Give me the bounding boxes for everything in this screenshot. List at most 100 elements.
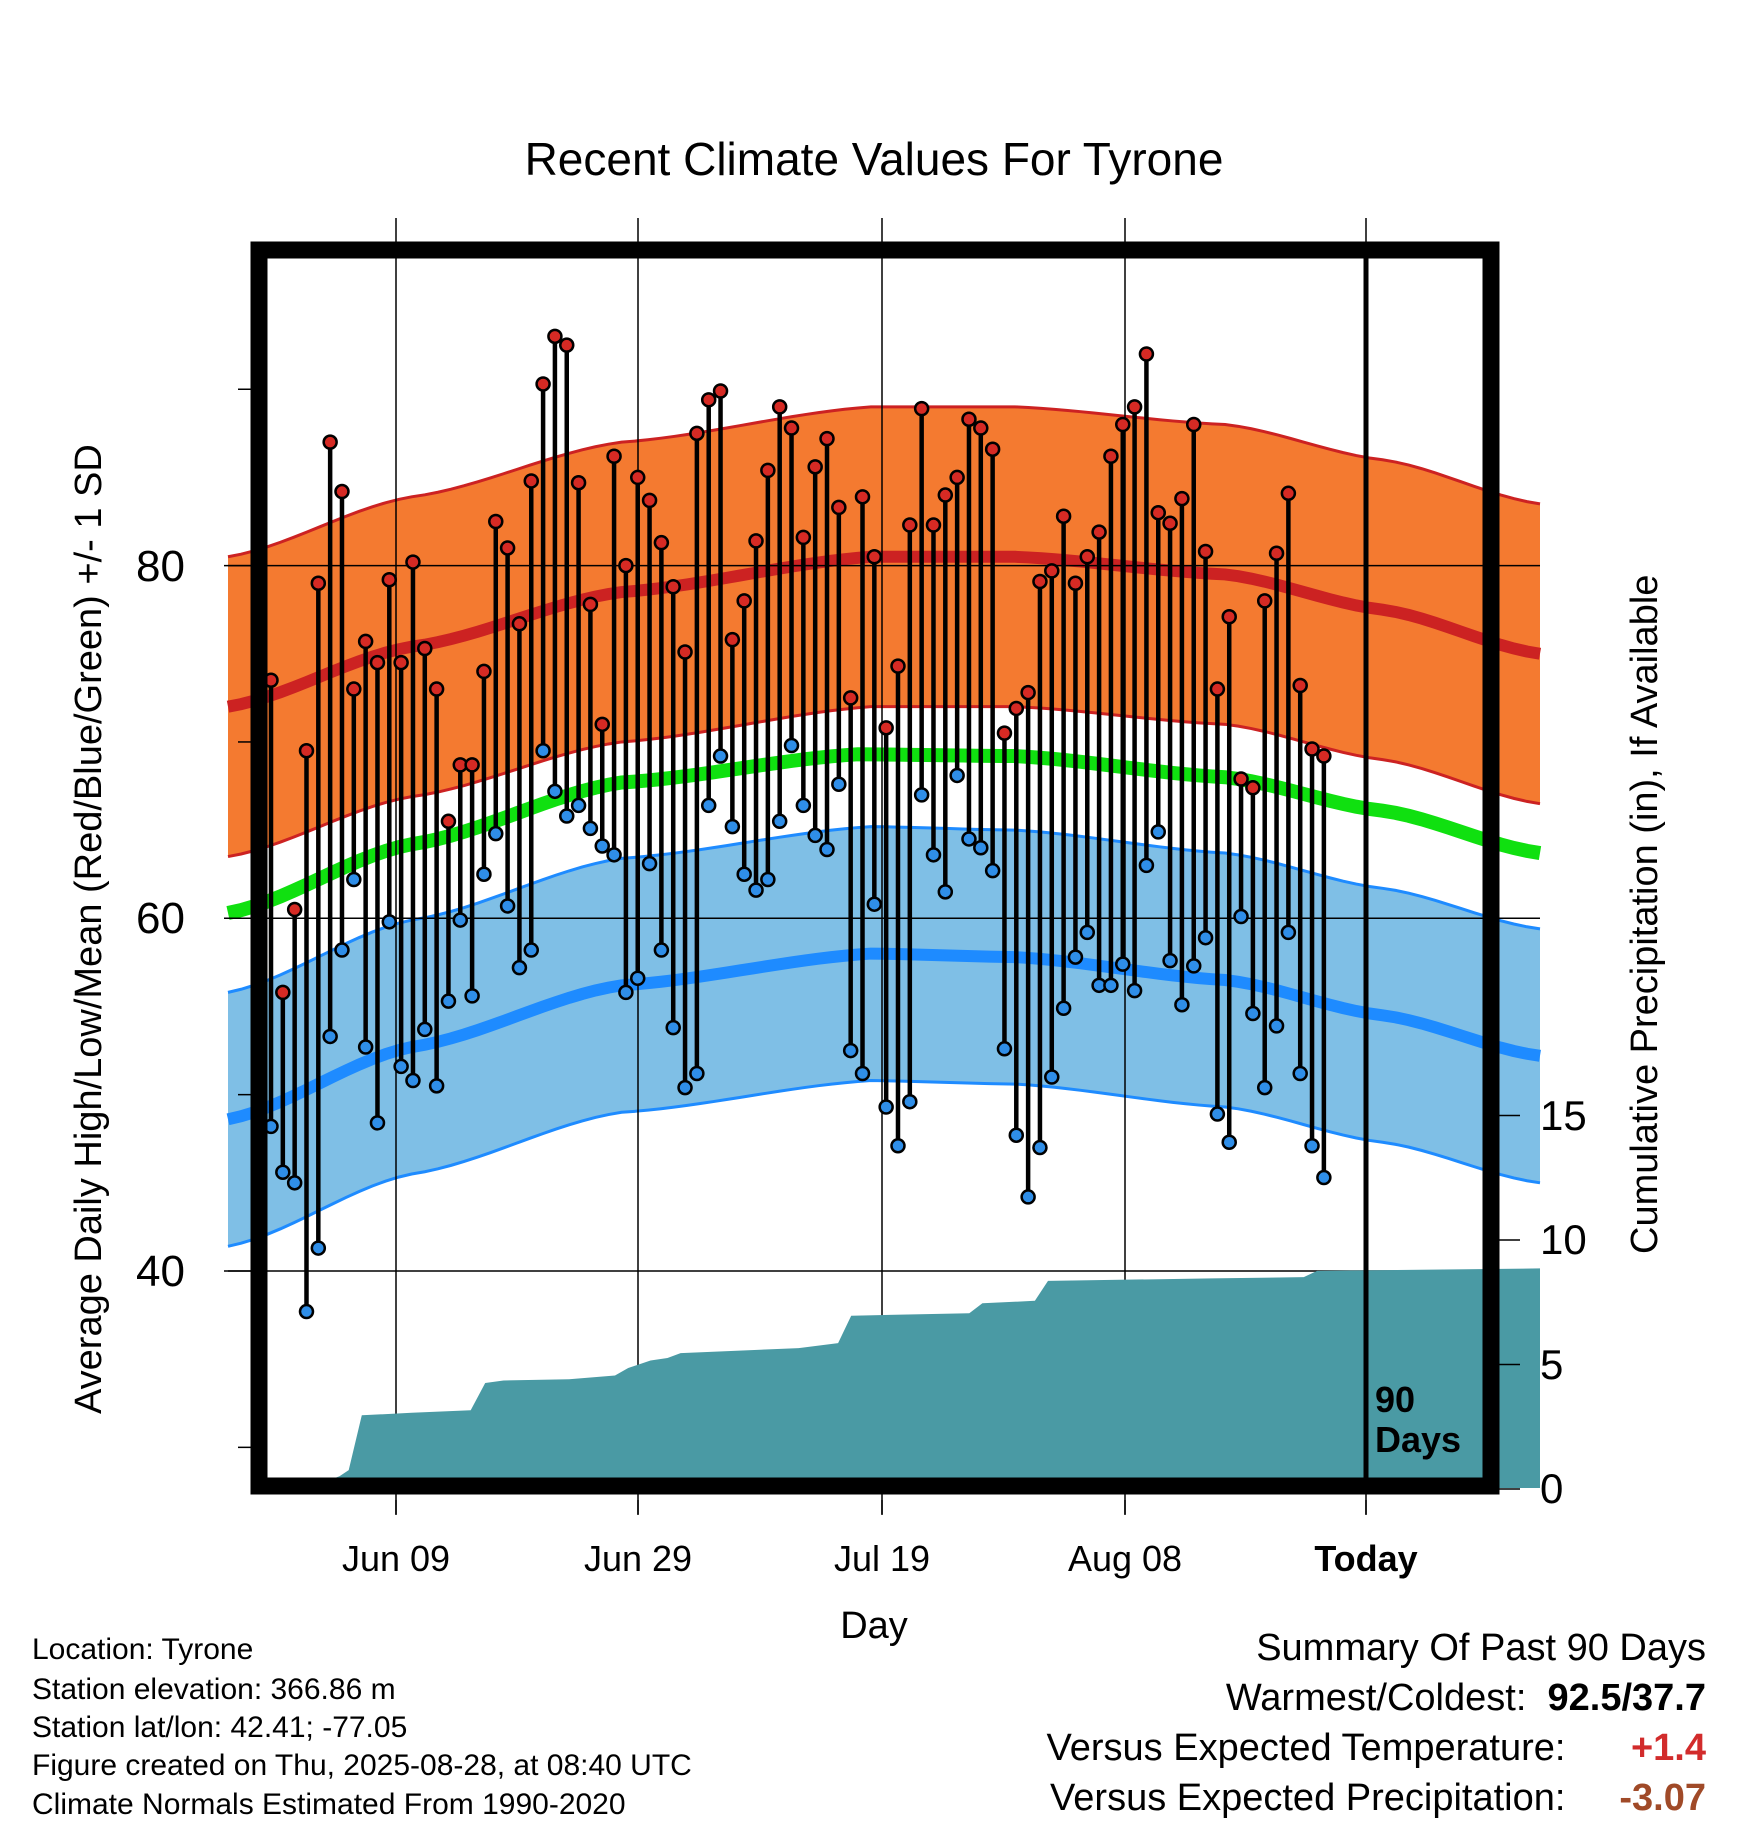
summary-temperature: Versus Expected Temperature: +1.4 — [1047, 1727, 1706, 1770]
low-point — [1304, 1138, 1320, 1154]
high-point — [488, 513, 504, 530]
high-point — [1174, 490, 1190, 507]
low-point — [570, 797, 587, 814]
high-point — [523, 473, 540, 489]
meta-created: Figure created on Thu, 2025-08-28, at 08… — [32, 1749, 692, 1782]
high-point — [996, 725, 1013, 741]
high-point — [547, 328, 563, 345]
y2-axis-label: Cumulative Precipitation (in), If Availa… — [1624, 574, 1666, 1254]
high-point — [807, 459, 823, 475]
chart-title: Recent Climate Values For Tyrone — [524, 133, 1224, 185]
precipitation-fill — [228, 1268, 1540, 1488]
y-tick-label: 60 — [136, 894, 185, 944]
low-point — [1280, 924, 1297, 941]
low-point — [1221, 1134, 1237, 1151]
low-point — [748, 882, 764, 898]
low-point — [322, 1028, 338, 1045]
high-point — [310, 575, 327, 591]
high-point — [854, 489, 871, 505]
low-point — [452, 912, 469, 928]
low-point — [298, 1303, 315, 1320]
plot-border — [250, 241, 1500, 1495]
high-point — [1032, 573, 1048, 590]
low-point — [842, 1042, 859, 1059]
today-marker-label: 90 Days — [1375, 1380, 1461, 1460]
high-point — [949, 469, 965, 486]
high-point — [1067, 575, 1084, 591]
normal-high-band-lower-edge — [227, 705, 1541, 859]
low-point — [547, 783, 563, 800]
warm-cold-value: 92.5/37.7 — [1547, 1677, 1706, 1719]
high-point — [913, 400, 930, 417]
low-point — [1197, 929, 1214, 946]
y2-tick-label: 15 — [1540, 1091, 1587, 1139]
y2-tick-label: 0 — [1540, 1465, 1564, 1512]
high-point — [322, 434, 338, 450]
high-point — [1245, 780, 1261, 796]
low-point — [1233, 908, 1249, 925]
low-point — [1316, 1169, 1332, 1186]
low-point — [559, 808, 575, 824]
low-point — [618, 984, 634, 1001]
low-point — [819, 841, 835, 858]
low-point — [771, 813, 788, 830]
x-tick-label: Jun 09 — [341, 1538, 451, 1579]
high-point — [984, 441, 1001, 457]
high-point — [1150, 504, 1166, 521]
low-point — [795, 797, 812, 814]
low-point — [807, 827, 823, 844]
low-point — [712, 748, 729, 764]
low-point — [346, 871, 362, 888]
low-point — [369, 1115, 386, 1131]
low-point — [937, 884, 954, 900]
summary-precipitation: Versus Expected Precipitation: -3.07 — [1050, 1777, 1706, 1820]
high-point — [1103, 448, 1119, 465]
high-point — [700, 392, 717, 408]
high-point — [1020, 684, 1036, 701]
low-point — [594, 838, 610, 854]
low-point — [1020, 1189, 1036, 1205]
low-point — [1115, 956, 1131, 972]
low-point — [1126, 982, 1143, 999]
low-point — [984, 862, 1001, 879]
low-point — [1103, 977, 1119, 994]
high-point — [1055, 508, 1072, 524]
low-point — [1032, 1139, 1048, 1156]
low-point — [831, 776, 847, 793]
high-point — [298, 743, 315, 759]
high-point — [381, 571, 398, 588]
high-point — [369, 654, 386, 671]
low-point — [1055, 1000, 1072, 1016]
warm-cold-label: Warmest/Coldest: — [1225, 1677, 1527, 1719]
high-point — [629, 469, 646, 486]
low-point — [286, 1175, 303, 1191]
plot-frame — [250, 241, 1500, 1495]
low-point — [866, 896, 883, 912]
high-point — [736, 593, 752, 609]
low-point — [606, 847, 622, 863]
high-point — [1268, 545, 1285, 562]
low-point — [700, 797, 717, 814]
high-point — [1126, 399, 1143, 415]
low-point — [535, 743, 551, 759]
precip-label: Versus Expected Precipitation: — [1050, 1777, 1566, 1819]
y2-tick-label: 10 — [1540, 1216, 1587, 1263]
temp-value: +1.4 — [1630, 1727, 1706, 1769]
y2-tick-label: 5 — [1540, 1340, 1564, 1388]
low-point — [1185, 958, 1202, 974]
high-point — [890, 658, 906, 674]
high-point — [334, 483, 350, 500]
high-point — [499, 540, 516, 556]
high-point — [1044, 563, 1060, 579]
low-point — [760, 871, 776, 888]
high-point — [1233, 771, 1249, 787]
high-point — [653, 534, 670, 551]
high-point — [1162, 515, 1178, 532]
low-point — [310, 1240, 327, 1256]
low-point — [488, 825, 504, 842]
meta-elevation: Station elevation: 366.86 m — [32, 1673, 396, 1706]
low-point — [393, 1058, 409, 1075]
high-point — [440, 813, 457, 830]
low-point — [996, 1041, 1013, 1057]
low-point — [523, 942, 540, 958]
